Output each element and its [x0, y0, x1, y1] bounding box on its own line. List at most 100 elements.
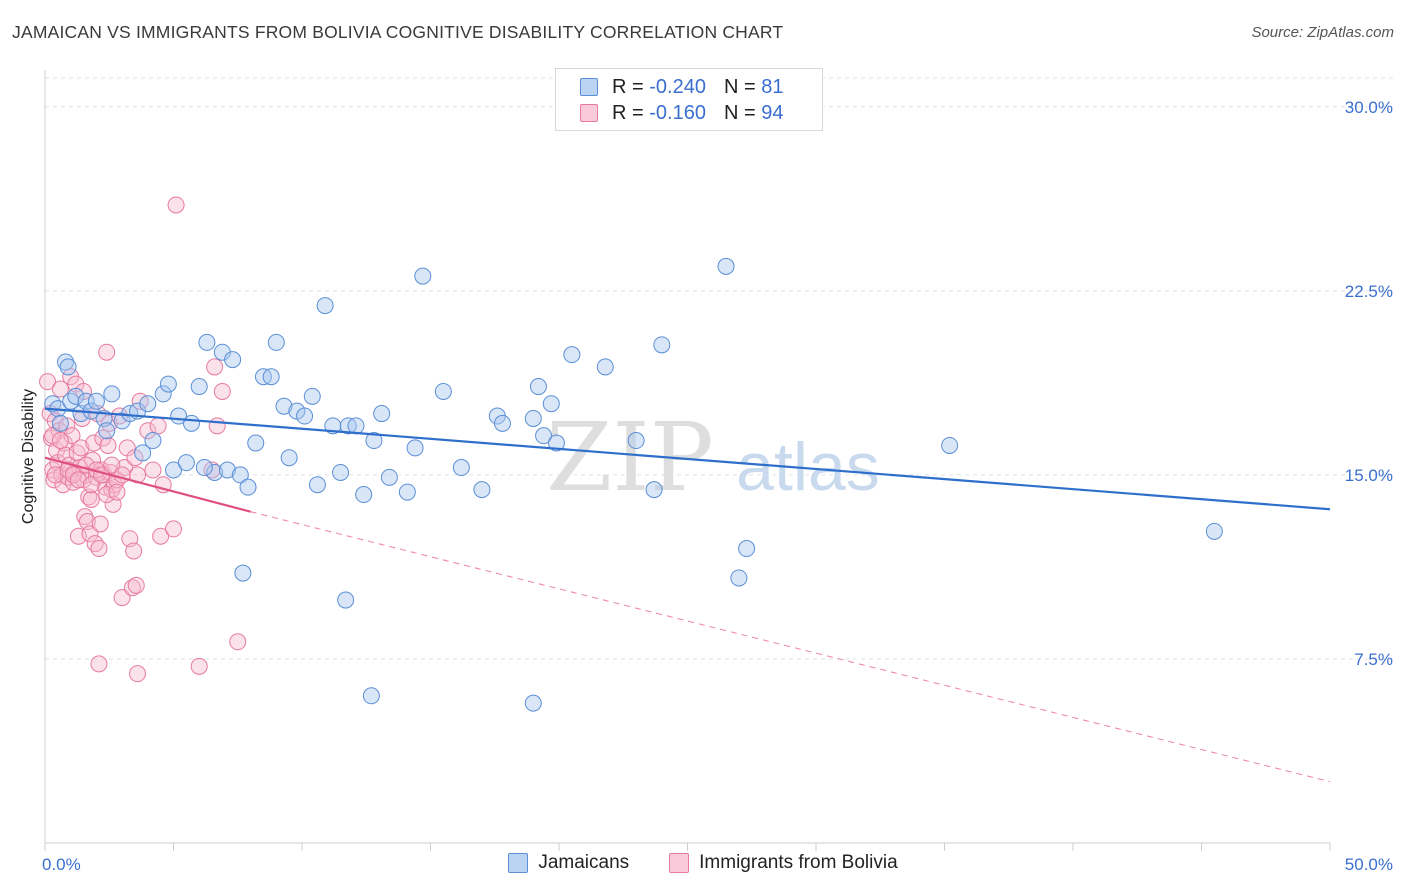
- x-tick-label-1: 50.0%: [1345, 855, 1393, 874]
- point-jamaicans-23: [190, 378, 208, 396]
- point-bolivia-90: [98, 486, 116, 504]
- point-bolivia-85: [69, 471, 87, 489]
- point-jamaicans-46: [355, 486, 373, 504]
- point-bolivia-75: [213, 382, 231, 400]
- point-bolivia-74: [208, 417, 226, 435]
- point-bolivia-45: [98, 343, 116, 361]
- point-jamaicans-63: [563, 346, 581, 364]
- point-jamaicans-40: [308, 476, 326, 494]
- point-jamaicans-18: [159, 375, 177, 393]
- point-jamaicans-9: [87, 392, 105, 410]
- point-jamaicans-35: [275, 397, 293, 415]
- legend-r-value-jamaicans: -0.240: [649, 75, 706, 98]
- point-bolivia-91: [103, 456, 121, 474]
- legend-n-value-bolivia: 94: [761, 101, 784, 124]
- point-bolivia-28: [76, 508, 94, 526]
- point-jamaicans-43: [332, 463, 350, 481]
- point-jamaicans-62: [547, 434, 565, 452]
- legend-n-label-jamaicans: N =: [723, 75, 756, 98]
- series-legend: Jamaicans Immigrants from Bolivia: [0, 852, 1406, 874]
- point-jamaicans-71: [941, 436, 959, 454]
- y-tick-label-1: 15.0%: [1345, 466, 1393, 485]
- point-jamaicans-31: [247, 434, 265, 452]
- point-bolivia-9: [51, 380, 69, 398]
- point-jamaicans-45: [347, 417, 365, 435]
- point-jamaicans-67: [653, 336, 671, 354]
- point-jamaicans-21: [177, 454, 195, 472]
- point-bolivia-70: [167, 196, 185, 214]
- point-bolivia-25: [72, 439, 90, 457]
- y-tick-label-0: 7.5%: [1354, 650, 1393, 669]
- point-bolivia-67: [152, 527, 170, 545]
- point-jamaicans-64: [596, 358, 614, 376]
- legend-swatch-blue: [580, 78, 598, 96]
- point-jamaicans-76: [524, 694, 542, 712]
- point-jamaicans-38: [296, 407, 314, 425]
- legend-r-value-bolivia: -0.160: [649, 101, 706, 124]
- point-bolivia-92: [108, 483, 126, 501]
- point-bolivia-54: [113, 589, 131, 607]
- point-jamaicans-3: [59, 358, 77, 376]
- point-jamaicans-78: [134, 444, 152, 462]
- point-jamaicans-19: [165, 461, 182, 479]
- point-jamaicans-5: [67, 387, 85, 405]
- y-tick-label-2: 22.5%: [1345, 282, 1393, 301]
- point-jamaicans-55: [473, 481, 491, 499]
- legend-n-value-jamaicans: 81: [761, 75, 784, 98]
- point-bolivia-71: [190, 657, 208, 675]
- legend-item-jamaicans: Jamaicans: [508, 852, 629, 874]
- legend-label-bolivia: Immigrants from Bolivia: [699, 852, 898, 873]
- point-jamaicans-16: [144, 432, 162, 450]
- point-bolivia-35: [85, 434, 103, 452]
- point-bolivia-81: [46, 466, 64, 484]
- legend-swatch-pink: [580, 104, 598, 122]
- trend-line-bolivia: [44, 456, 251, 513]
- point-jamaicans-30: [239, 478, 257, 496]
- point-jamaicans-57: [493, 414, 511, 432]
- legend-row-jamaicans: R = -0.240 N = 81: [580, 74, 783, 100]
- point-jamaicans-29: [231, 466, 249, 484]
- point-jamaicans-24: [198, 333, 216, 351]
- point-jamaicans-39: [303, 387, 321, 405]
- point-jamaicans-70: [738, 540, 756, 558]
- point-jamaicans-52: [414, 267, 432, 285]
- y-axis-label: Cognitive Disability: [20, 389, 37, 524]
- point-bolivia-65: [144, 461, 162, 479]
- point-jamaicans-77: [195, 459, 213, 477]
- point-bolivia-32: [81, 525, 99, 543]
- point-jamaicans-7: [77, 392, 95, 410]
- point-jamaicans-75: [362, 687, 380, 705]
- trend-line-bolivia-extrapolated: [250, 511, 1331, 783]
- legend-row-bolivia: R = -0.160 N = 94: [580, 100, 783, 126]
- chart-title: JAMAICAN VS IMMIGRANTS FROM BOLIVIA COGN…: [12, 22, 784, 42]
- point-bolivia-39: [90, 540, 108, 558]
- point-bolivia-59: [125, 542, 143, 560]
- point-bolivia-33: [82, 490, 100, 508]
- point-bolivia-73: [206, 358, 224, 376]
- point-jamaicans-48: [373, 405, 391, 423]
- point-jamaicans-74: [337, 591, 355, 609]
- point-bolivia-69: [165, 520, 182, 538]
- point-bolivia-84: [64, 466, 82, 484]
- legend-r-label-bolivia: R =: [612, 101, 644, 124]
- point-bolivia-77: [90, 655, 108, 673]
- point-jamaicans-58: [524, 409, 542, 427]
- point-jamaicans-73: [234, 564, 252, 582]
- point-jamaicans-4: [62, 392, 80, 410]
- point-jamaicans-15: [139, 395, 157, 413]
- point-jamaicans-25: [206, 463, 224, 481]
- point-jamaicans-65: [627, 432, 645, 450]
- point-jamaicans-59: [529, 378, 547, 396]
- legend-r-label-jamaicans: R =: [612, 75, 644, 98]
- legend-n-label-bolivia: N =: [723, 101, 756, 124]
- point-jamaicans-27: [218, 461, 236, 479]
- y-tick-label-3: 30.0%: [1345, 98, 1393, 117]
- point-jamaicans-28: [224, 351, 242, 369]
- trend-line-jamaicans: [44, 407, 1331, 511]
- point-jamaicans-53: [434, 382, 452, 400]
- point-bolivia-76: [229, 633, 247, 651]
- point-jamaicans-47: [365, 432, 383, 450]
- watermark-atlas: atlas: [736, 429, 880, 505]
- point-bolivia-78: [129, 665, 147, 683]
